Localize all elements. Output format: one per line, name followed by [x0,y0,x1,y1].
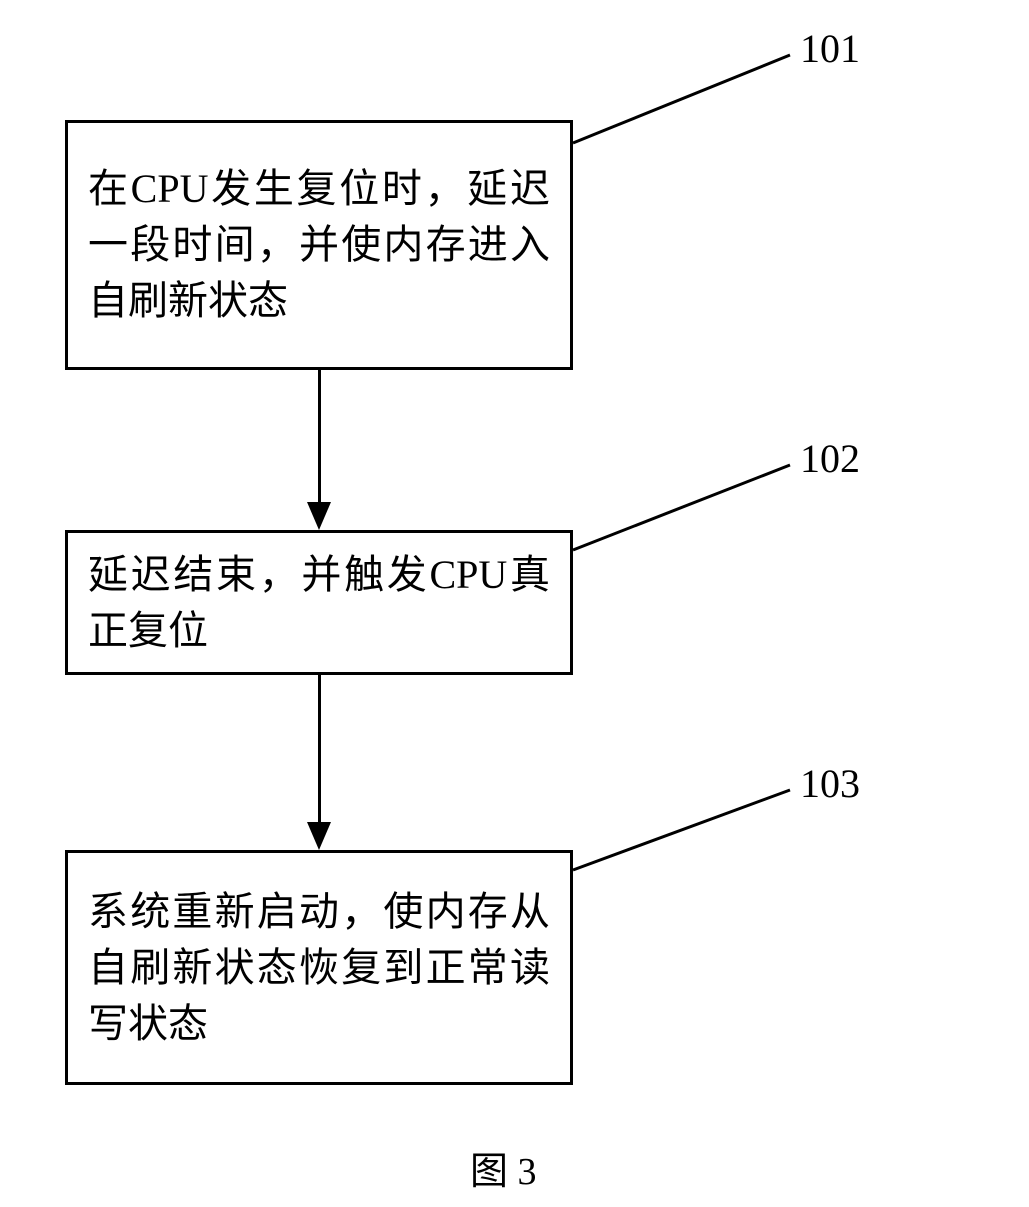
arrowhead-101-102 [307,502,331,530]
arrow-101-102 [318,370,321,502]
flow-box-102: 延迟结束，并触发CPU真正复位 [65,530,573,675]
box-label-103: 103 [800,760,860,807]
box-label-101: 101 [800,25,860,72]
arrowhead-102-103 [307,822,331,850]
box-label-102: 102 [800,435,860,482]
flow-text-101: 在CPU发生复位时，延迟一段时间，并使内存进入自刷新状态 [88,161,550,329]
flowchart-container: 在CPU发生复位时，延迟一段时间，并使内存进入自刷新状态 101 延迟结束，并触… [0,0,1029,1207]
figure-caption: 图 3 [470,1140,537,1195]
flow-text-103: 系统重新启动，使内存从自刷新状态恢复到正常读写状态 [88,884,550,1052]
arrow-102-103 [318,675,321,822]
flow-text-102: 延迟结束，并触发CPU真正复位 [88,547,550,659]
flow-box-101: 在CPU发生复位时，延迟一段时间，并使内存进入自刷新状态 [65,120,573,370]
flow-box-103: 系统重新启动，使内存从自刷新状态恢复到正常读写状态 [65,850,573,1085]
